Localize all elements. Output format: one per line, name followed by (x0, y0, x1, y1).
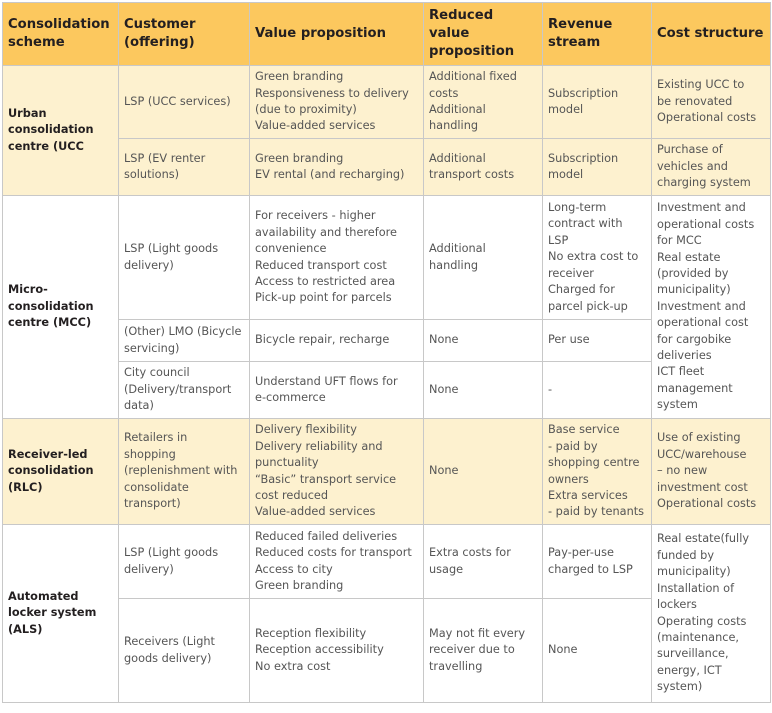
revenue-cell: Base service - paid by shopping centre o… (542, 418, 652, 525)
customer-cell: LSP (EV renter solutions) (118, 138, 250, 196)
header-consolidation-scheme: Consolidation scheme (2, 2, 119, 66)
reduced-cell: Extra costs for usage (423, 524, 543, 599)
revenue-cell: None (542, 598, 652, 703)
header-value-proposition: Value proposition (249, 2, 424, 66)
scheme-ucc: Urban consolidation centre (UCC (2, 65, 119, 196)
value-cell: Delivery flexibility Delivery reliabilit… (249, 418, 424, 525)
value-cell: Reduced failed deliveries Reduced costs … (249, 524, 424, 599)
scheme-mcc: Micro-consolidation centre (MCC) (2, 195, 119, 419)
customer-cell: LSP (Light goods delivery) (118, 195, 250, 320)
revenue-cell: - (542, 361, 652, 419)
cost-cell: Use of existing UCC/warehouse – no new i… (651, 418, 771, 525)
header-reduced-value-proposition: Reduced value proposition (423, 2, 543, 66)
header-revenue-stream: Revenue stream (542, 2, 652, 66)
value-cell: Bicycle repair, recharge (249, 319, 424, 362)
revenue-cell: Per use (542, 319, 652, 362)
value-cell: Green branding EV rental (and recharging… (249, 138, 424, 196)
header-customer-offering: Customer (offering) (118, 2, 250, 66)
cost-cell: Purchase of vehicles and charging system (651, 138, 771, 196)
customer-cell: LSP (Light goods delivery) (118, 524, 250, 599)
value-cell: Green branding Responsiveness to deliver… (249, 65, 424, 139)
cost-cell: Investment and operational costs for MCC… (651, 195, 771, 419)
scheme-als: Automated locker system (ALS) (2, 524, 119, 703)
table-row: Receivers (Light goods delivery) Recepti… (3, 598, 771, 703)
reduced-cell: May not fit every receiver due to travel… (423, 598, 543, 703)
table-row: City council (Delivery/transport data) U… (3, 361, 771, 419)
reduced-cell: Additional handling (423, 195, 543, 320)
table-row: (Other) LMO (Bicycle servicing) Bicycle … (3, 319, 771, 362)
table-row: Automated locker system (ALS) LSP (Light… (2, 524, 771, 703)
table-row: Urban consolidation centre (UCC LSP (UCC… (2, 65, 771, 196)
header-row: Consolidation scheme Customer (offering)… (2, 2, 771, 66)
value-cell: Understand UFT flows for e-commerce (249, 361, 424, 419)
customer-cell: LSP (UCC services) (118, 65, 250, 139)
customer-cell: City council (Delivery/transport data) (118, 361, 250, 419)
customer-cell: Receivers (Light goods delivery) (118, 598, 250, 703)
customer-cell: Retailers in shopping (replenishment wit… (118, 418, 250, 525)
scheme-rlc: Receiver-led consolidation (RLC) (2, 418, 119, 525)
revenue-cell: Long-term contract with LSP No extra cos… (542, 195, 652, 320)
revenue-cell: Subscription model (542, 138, 652, 196)
value-cell: For receivers - higher availability and … (249, 195, 424, 320)
cost-cell: Existing UCC to be renovated Operational… (651, 65, 771, 139)
revenue-cell: Subscription model (542, 65, 652, 139)
table-row: Receiver-led consolidation (RLC) Retaile… (2, 418, 771, 525)
business-model-table: Consolidation scheme Customer (offering)… (2, 2, 771, 703)
table-row: LSP (EV renter solutions) Green branding… (3, 138, 771, 196)
revenue-cell: Pay-per-use charged to LSP (542, 524, 652, 599)
table-row: Micro-consolidation centre (MCC) LSP (Li… (2, 195, 771, 419)
customer-cell: (Other) LMO (Bicycle servicing) (118, 319, 250, 362)
header-cost-structure: Cost structure (651, 2, 771, 66)
reduced-cell: None (423, 418, 543, 525)
cost-cell: Real estate(fully funded by municipality… (651, 524, 771, 703)
reduced-cell: None (423, 361, 543, 419)
reduced-cell: Additional transport costs (423, 138, 543, 196)
reduced-cell: None (423, 319, 543, 362)
value-cell: Reception flexibility Reception accessib… (249, 598, 424, 703)
reduced-cell: Additional fixed costs Additional handli… (423, 65, 543, 139)
